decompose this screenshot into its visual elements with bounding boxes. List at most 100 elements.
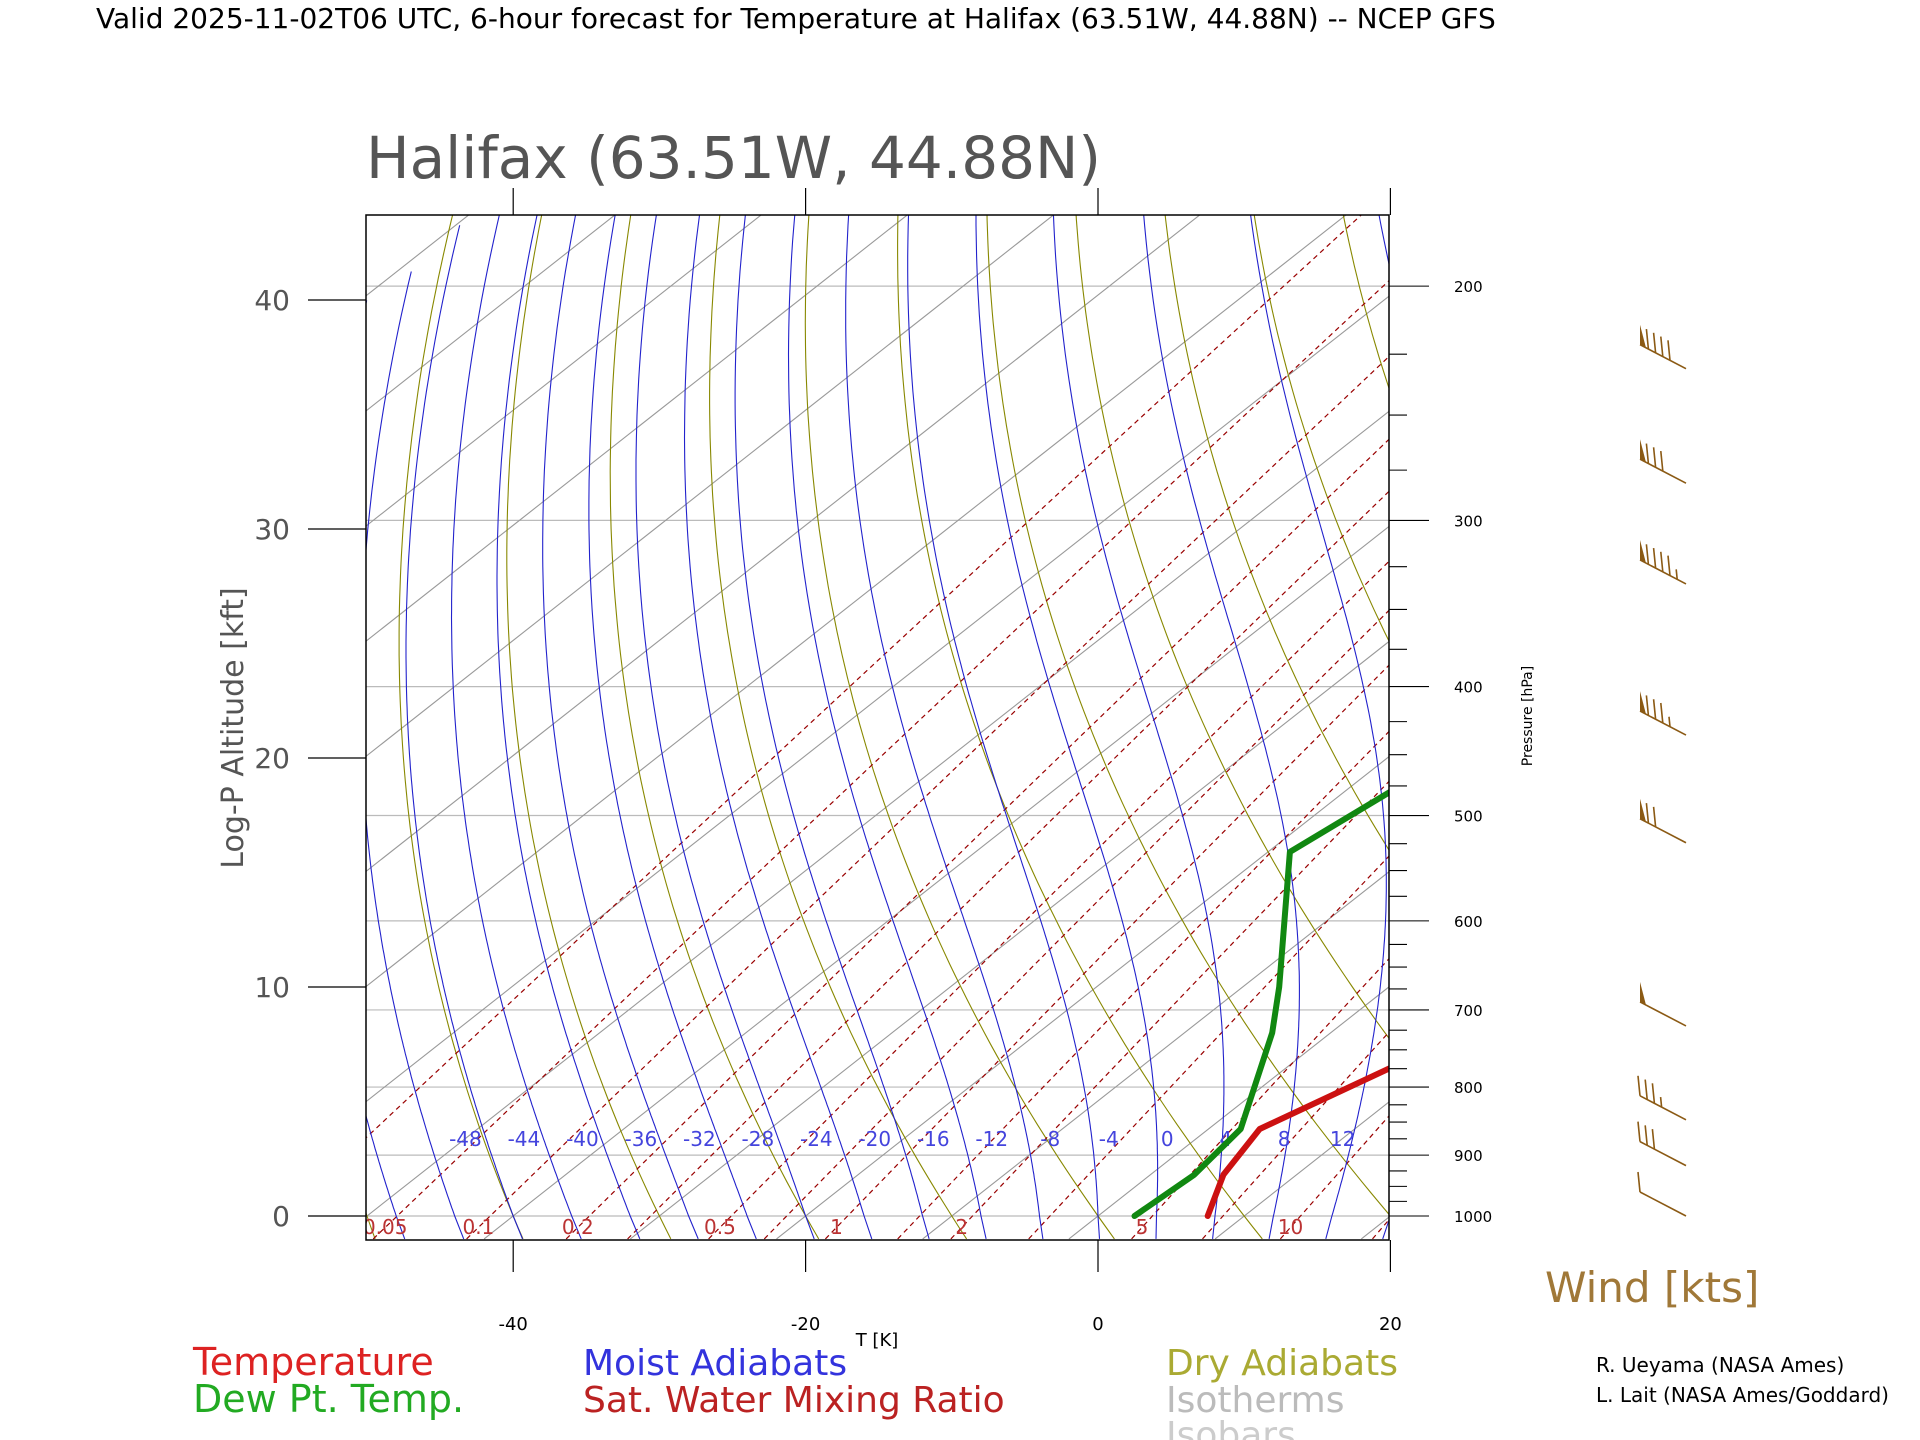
pressure-tick-label: 300 xyxy=(1454,512,1483,530)
wind-barb-staff xyxy=(1639,818,1687,844)
wind-barb-half xyxy=(1675,569,1678,580)
moist-adiabat xyxy=(1670,192,1920,1239)
wind-barb-full xyxy=(1667,340,1671,361)
wind-barb-full xyxy=(1637,1121,1641,1142)
isotherm-line xyxy=(922,871,1389,1240)
wind-barb-full xyxy=(1645,803,1650,824)
wind-barb-full xyxy=(1645,443,1650,464)
wind-barb-full xyxy=(1660,551,1664,572)
legend-temperature: Temperature xyxy=(192,1340,434,1384)
pressure-tick-label: 800 xyxy=(1454,1079,1483,1097)
mixing-ratio-line xyxy=(1028,855,1389,1240)
pressure-tick-label: 400 xyxy=(1454,679,1483,697)
moist-adiabat xyxy=(787,215,987,1240)
wind-label: Wind [kts] xyxy=(1545,1263,1759,1312)
wind-barb-pennant xyxy=(1640,691,1646,715)
moist-adiabat-label: -28 xyxy=(742,1127,775,1151)
wind-barb xyxy=(1637,1075,1687,1121)
moist-adiabat xyxy=(635,215,815,1240)
mixing-ratio-label: 10 xyxy=(1278,1215,1303,1239)
chart-header: Valid 2025-11-02T06 UTC, 6-hour forecast… xyxy=(96,2,1496,35)
x-axis-label: T [K] xyxy=(855,1330,899,1351)
profiles xyxy=(1131,789,1389,1219)
dry-adiabat xyxy=(897,215,1263,1240)
moist-adiabat xyxy=(366,271,465,1240)
dewpoint-profile xyxy=(1131,789,1389,1219)
moist-adiabat xyxy=(907,215,1101,1239)
pressure-tick-label: 700 xyxy=(1454,1002,1483,1020)
isotherm-line xyxy=(0,208,185,1239)
wind-barb-half xyxy=(1659,1097,1663,1108)
pressure-tick-label: 500 xyxy=(1454,808,1483,826)
legend-dry-adiabats: Dry Adiabats xyxy=(1166,1343,1398,1384)
isotherm-line xyxy=(629,640,1389,1240)
wind-barb-staff xyxy=(1639,343,1687,370)
wind-barb-staff xyxy=(1639,710,1687,736)
moist-adiabat-label: -20 xyxy=(858,1127,891,1151)
moist-adiabat xyxy=(450,215,582,1240)
plot-frame xyxy=(365,214,1390,1241)
wind-barb xyxy=(1637,1171,1687,1217)
pressure-tick-label: 900 xyxy=(1454,1147,1483,1165)
temperature-profile xyxy=(1204,1065,1389,1219)
wind-barbs xyxy=(1637,324,1687,1217)
credit-lait: L. Lait (NASA Ames/Goddard) xyxy=(1596,1383,1889,1407)
mixing-ratio-line xyxy=(627,490,1389,1240)
moist-adiabat-label: -8 xyxy=(1040,1127,1060,1151)
isotherm-line xyxy=(366,215,909,642)
isotherm-line xyxy=(366,295,1389,1103)
moist-adiabat-label: 12 xyxy=(1330,1127,1355,1151)
wind-barb-pennant xyxy=(1640,324,1646,348)
isotherm-line xyxy=(366,215,616,412)
x-tick-label: -40 xyxy=(498,1314,527,1335)
legend-mixing-ratio: Sat. Water Mixing Ratio xyxy=(583,1380,1005,1421)
isotherm-line xyxy=(366,410,1389,1218)
wind-barb-pennant xyxy=(1640,798,1646,822)
x-tick-label: 20 xyxy=(1379,1314,1402,1335)
wind-barb-full xyxy=(1637,1075,1641,1096)
thermo-grid: -48 -44 -40 -36 -32 -28 -24 -20 -16 -12 -8 -4 0 4 8 12 1… xyxy=(0,192,1920,1240)
wind-barb xyxy=(1639,691,1687,736)
mixing-ratio-label: 5 xyxy=(1136,1215,1149,1239)
moist-adiabat xyxy=(734,215,930,1240)
wind-barb xyxy=(1639,539,1687,585)
wind-barb-staff xyxy=(1639,1001,1687,1027)
mixing-ratio-line xyxy=(763,609,1389,1240)
dry-adiabat xyxy=(804,215,1115,1240)
isotherm-line xyxy=(776,755,1389,1240)
moist-adiabat xyxy=(1612,192,1920,1239)
dry-adiabat xyxy=(398,215,524,1240)
moist-adiabat xyxy=(366,300,406,1240)
moist-adiabat-label: -44 xyxy=(508,1127,541,1151)
moist-adiabat-label: -12 xyxy=(975,1127,1008,1151)
wind-barb xyxy=(1639,439,1687,484)
dry-adiabat xyxy=(709,215,968,1240)
moist-adiabat-label: 8 xyxy=(1278,1127,1291,1151)
pressure-tick-label: 1000 xyxy=(1454,1208,1492,1226)
y-axis-label: Log-P Altitude [kft] xyxy=(216,587,251,868)
dry-adiabat xyxy=(986,215,1389,1216)
moist-adiabat xyxy=(588,215,757,1240)
y-tick-label: 0 xyxy=(272,1200,290,1233)
mixing-ratio-line xyxy=(1279,1115,1389,1240)
x-tick-label: 0 xyxy=(1092,1314,1103,1335)
wind-barb xyxy=(1639,981,1687,1027)
wind-barb-staff xyxy=(1639,1095,1687,1121)
dry-adiabat xyxy=(506,215,672,1240)
x-tick-label: -20 xyxy=(791,1314,820,1335)
isotherm-line xyxy=(1214,1101,1389,1240)
mixing-ratio-line xyxy=(366,215,1363,1139)
moist-adiabat xyxy=(1143,215,1300,1240)
dry-adiabat xyxy=(609,215,820,1240)
wind-barb-staff xyxy=(1639,1140,1687,1167)
y-tick-label: 10 xyxy=(254,971,290,1004)
wind-barb-pennant xyxy=(1640,539,1646,564)
wind-barb-full xyxy=(1652,806,1657,827)
mixing-ratio-label: 0.2 xyxy=(562,1215,594,1239)
wind-barb-staff xyxy=(1639,559,1687,585)
wind-barb-full xyxy=(1645,544,1650,565)
mixing-ratio-line xyxy=(897,730,1389,1240)
pressure-axis-label: Pressure [hPa] xyxy=(1520,666,1536,766)
